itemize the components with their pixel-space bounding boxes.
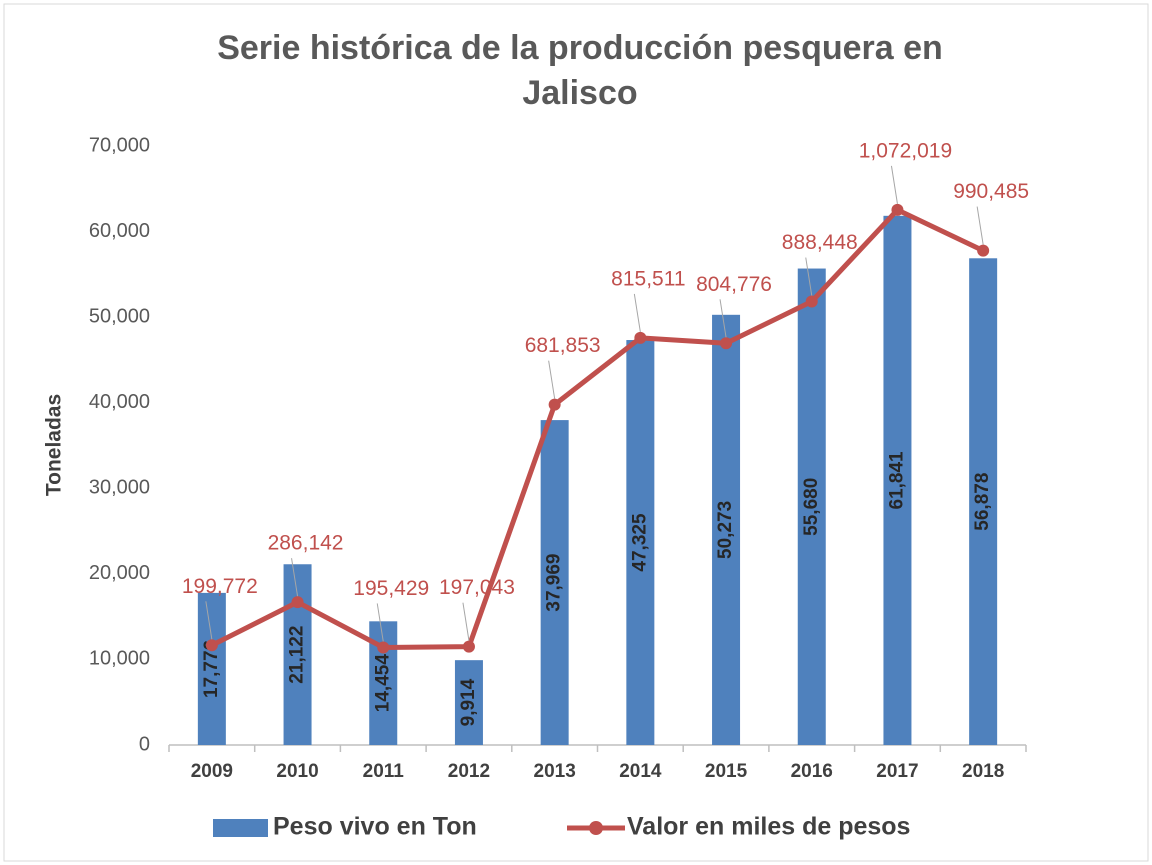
bar-value-label: 61,841 — [886, 451, 907, 510]
line-marker — [720, 337, 733, 350]
y-tick-label: 60,000 — [89, 220, 150, 242]
label-leader — [291, 558, 299, 597]
bar-value-label: 37,969 — [544, 553, 565, 611]
legend-label: Peso vivo en Ton — [273, 813, 477, 841]
bar-value-label: 21,122 — [287, 626, 308, 684]
line-marker — [548, 398, 561, 411]
line-marker — [891, 203, 904, 216]
x-tick-label: 2015 — [705, 761, 748, 782]
line-value-label: 286,142 — [268, 532, 344, 555]
y-tick-label: 50,000 — [89, 305, 150, 327]
label-leader — [805, 257, 813, 296]
line — [210, 207, 985, 650]
x-tick-label: 2011 — [363, 761, 405, 782]
bar-value-label: 9,914 — [458, 678, 479, 726]
line-marker — [977, 244, 990, 257]
label-leader — [376, 603, 384, 642]
bar — [883, 215, 912, 745]
label-leader — [205, 601, 213, 640]
x-tick-label: 2009 — [191, 761, 233, 782]
line-value-label: 195,429 — [353, 577, 429, 600]
chart-title: Serie histórica de la producción pesquer… — [217, 29, 943, 112]
x-tick-label: 2012 — [448, 761, 490, 782]
bar — [197, 592, 226, 745]
y-tick-label: 20,000 — [89, 562, 150, 584]
x-tick-label: 2018 — [962, 761, 1004, 782]
bar — [797, 268, 826, 745]
x-tick-label: 2016 — [791, 761, 833, 782]
y-tick-label: 70,000 — [89, 134, 150, 156]
bar-value-label: 55,680 — [801, 478, 822, 536]
label-leader — [976, 206, 984, 245]
bar-value-label: 56,878 — [972, 473, 993, 531]
x-tick-label: 2010 — [276, 761, 318, 782]
x-tick-label: 2013 — [534, 761, 576, 782]
y-tick-label: 30,000 — [89, 477, 150, 499]
bar — [540, 420, 569, 745]
line-marker — [377, 641, 390, 654]
line-value-label: 815,511 — [611, 267, 685, 290]
line-value-label: 888,448 — [782, 231, 858, 254]
x-tick-label: 2014 — [619, 761, 662, 782]
line-value-label: 681,853 — [525, 334, 601, 357]
label-leader — [633, 293, 641, 333]
y-tick-label: 10,000 — [89, 648, 150, 670]
bar — [712, 314, 741, 745]
bar-value-label: 47,325 — [629, 513, 650, 572]
line-marker — [291, 596, 304, 609]
y-tick-label: 40,000 — [89, 391, 150, 413]
label-leader — [890, 165, 898, 204]
line-marker — [805, 295, 818, 308]
legend-marker — [589, 821, 603, 835]
bar-value-label: 14,454 — [372, 654, 393, 713]
y-tick-label: 0 — [139, 733, 150, 755]
bar — [969, 258, 998, 745]
bar — [626, 340, 655, 745]
line-marker — [634, 331, 647, 344]
y-axis-label: Toneladas — [43, 394, 66, 496]
bar-value-label: 17,776 — [201, 640, 222, 698]
chart-border — [3, 3, 1149, 862]
line-marker — [462, 640, 475, 653]
line-value-label: 990,485 — [953, 180, 1029, 203]
line-value-label: 1,072,019 — [859, 139, 952, 162]
line-value-label: 804,776 — [696, 273, 772, 296]
line-value-label: 197,043 — [439, 576, 515, 599]
x-tick-label: 2017 — [876, 761, 918, 782]
label-leader — [719, 299, 727, 338]
label-leader — [548, 360, 556, 399]
line-value-label: 199,772 — [182, 575, 258, 598]
label-leader — [462, 602, 470, 641]
bar-value-label: 50,273 — [715, 501, 736, 559]
line-marker — [205, 639, 218, 652]
legend-swatch — [213, 819, 268, 837]
bar — [454, 660, 483, 745]
legend-label: Valor en miles de pesos — [627, 813, 910, 841]
